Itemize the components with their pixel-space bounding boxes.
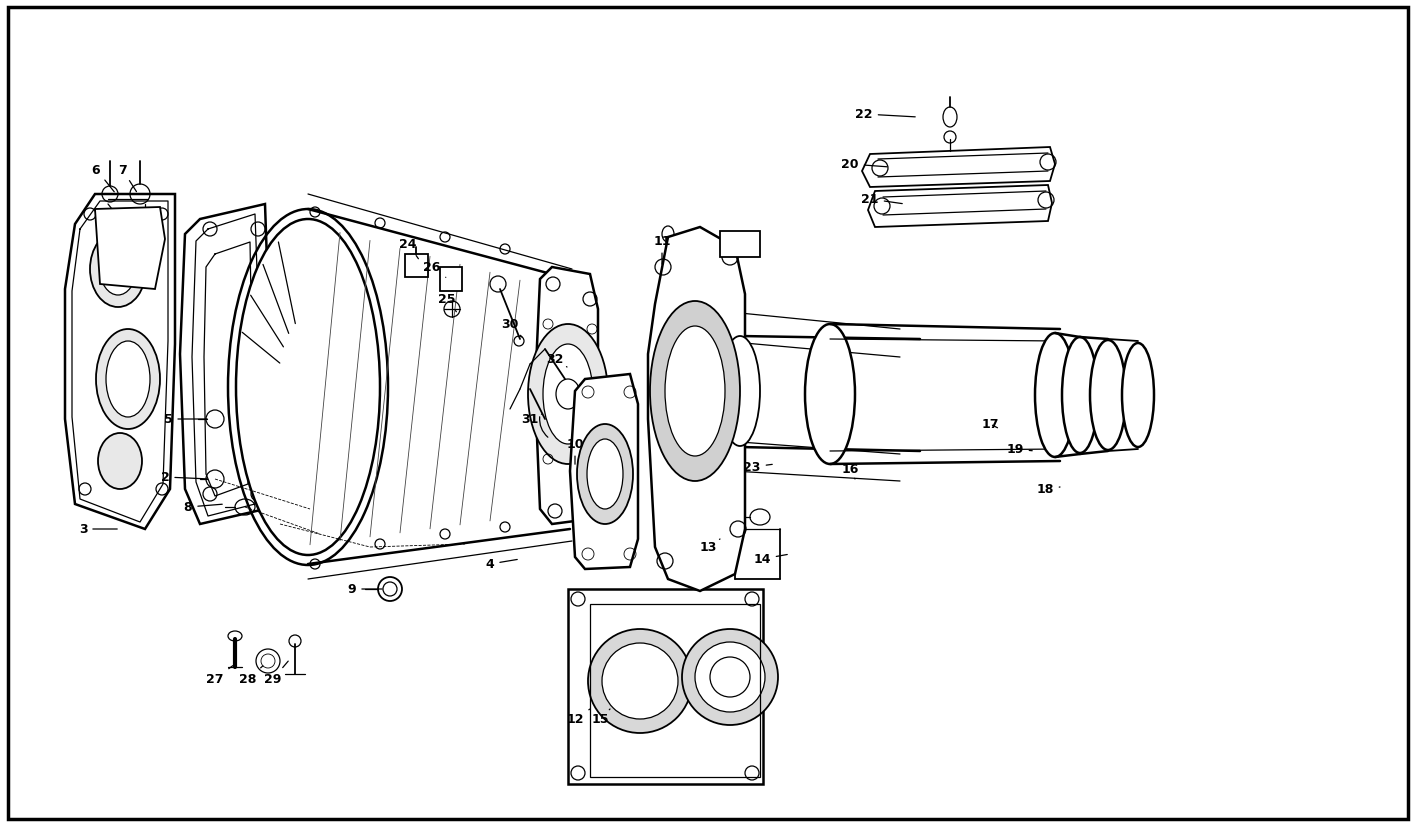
Ellipse shape: [528, 325, 607, 465]
Text: 7: 7: [118, 163, 136, 193]
Ellipse shape: [96, 330, 160, 429]
Polygon shape: [535, 268, 598, 524]
Ellipse shape: [1121, 343, 1154, 447]
Text: 23: 23: [743, 461, 772, 474]
Ellipse shape: [576, 424, 633, 524]
Ellipse shape: [542, 345, 593, 444]
Ellipse shape: [91, 232, 146, 308]
Polygon shape: [65, 195, 176, 529]
Ellipse shape: [236, 220, 379, 555]
Text: 18: 18: [1037, 483, 1061, 496]
Text: 6: 6: [92, 163, 115, 193]
Polygon shape: [571, 375, 639, 569]
Text: 14: 14: [753, 552, 787, 566]
Text: 28: 28: [239, 666, 263, 686]
Polygon shape: [719, 232, 760, 258]
Text: 25: 25: [438, 293, 456, 313]
Text: 27: 27: [207, 666, 232, 686]
Ellipse shape: [666, 327, 725, 457]
Text: 21: 21: [861, 194, 902, 206]
Ellipse shape: [683, 629, 777, 725]
Text: 22: 22: [855, 108, 915, 122]
Ellipse shape: [588, 439, 623, 509]
Text: 13: 13: [700, 539, 719, 554]
Bar: [590, 605, 760, 777]
Ellipse shape: [650, 302, 741, 481]
Text: 4: 4: [486, 558, 517, 571]
Polygon shape: [405, 255, 428, 278]
Text: 9: 9: [348, 583, 382, 595]
Text: 26: 26: [423, 261, 446, 278]
Ellipse shape: [719, 337, 760, 447]
Text: 32: 32: [547, 353, 566, 367]
Text: 10: 10: [566, 438, 583, 465]
Text: 3: 3: [79, 523, 118, 536]
Text: 24: 24: [399, 238, 418, 260]
Text: 15: 15: [592, 709, 610, 725]
Ellipse shape: [98, 433, 142, 490]
Text: 16: 16: [841, 463, 858, 480]
Polygon shape: [868, 186, 1052, 227]
Text: 30: 30: [501, 318, 523, 337]
Text: 17: 17: [981, 418, 998, 431]
Text: 20: 20: [841, 158, 888, 171]
Ellipse shape: [1090, 341, 1126, 451]
Text: 2: 2: [160, 471, 207, 484]
Ellipse shape: [588, 629, 692, 733]
Text: 19: 19: [1007, 443, 1032, 456]
Text: 5: 5: [164, 413, 207, 426]
Text: 12: 12: [566, 709, 590, 725]
Text: 8: 8: [184, 501, 222, 514]
Text: 29: 29: [265, 662, 289, 686]
Polygon shape: [862, 148, 1055, 188]
Polygon shape: [440, 268, 462, 292]
Ellipse shape: [1062, 337, 1097, 453]
Polygon shape: [95, 208, 166, 289]
Ellipse shape: [106, 342, 150, 418]
Ellipse shape: [695, 643, 765, 712]
Text: 31: 31: [521, 413, 542, 426]
Ellipse shape: [101, 244, 136, 295]
Bar: [568, 590, 763, 784]
Polygon shape: [649, 227, 745, 591]
Text: 11: 11: [653, 235, 671, 265]
Ellipse shape: [602, 643, 678, 719]
Polygon shape: [180, 205, 270, 524]
Ellipse shape: [1035, 333, 1075, 457]
Ellipse shape: [806, 325, 855, 465]
